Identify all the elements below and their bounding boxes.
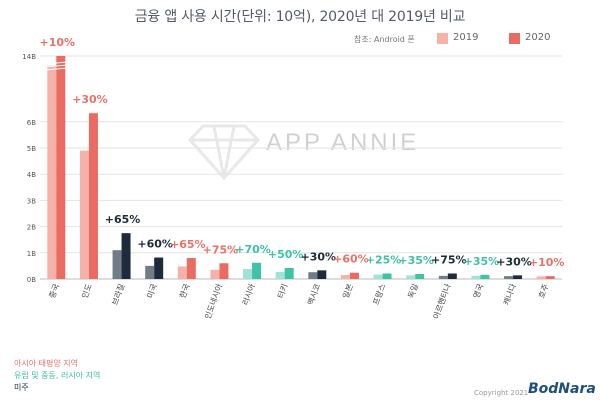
bar-2019 bbox=[373, 274, 383, 279]
growth-label: +75% bbox=[203, 243, 239, 256]
growth-label: +10% bbox=[529, 256, 565, 269]
y-tick-label: 0B bbox=[27, 276, 36, 284]
x-tick-label: 한국 bbox=[178, 283, 191, 300]
x-tick-label: 호주 bbox=[537, 283, 550, 300]
region-note-emea: 유럽 및 중동, 러시아 지역 bbox=[14, 371, 101, 380]
y-tick-label: 3B bbox=[27, 197, 36, 205]
growth-label: +65% bbox=[170, 238, 206, 251]
growth-label: +30% bbox=[301, 250, 337, 263]
diamond-icon bbox=[187, 124, 261, 181]
legend-label-2019: 2019 bbox=[453, 32, 479, 43]
x-tick-label: 인도 bbox=[79, 282, 93, 299]
bar-2020 bbox=[415, 274, 425, 279]
legend-swatch-2020 bbox=[509, 33, 520, 44]
bar-2020 bbox=[88, 113, 98, 279]
watermark-logo bbox=[187, 124, 261, 181]
x-tick-label: 러시아 bbox=[240, 282, 257, 307]
bar-2019 bbox=[79, 150, 89, 279]
bar-2020 bbox=[382, 273, 392, 279]
x-tick-label: 프랑스 bbox=[370, 282, 387, 306]
legend-swatch-2019 bbox=[437, 33, 448, 44]
x-tick-label: 영국 bbox=[471, 282, 485, 299]
growth-label: +10% bbox=[40, 36, 76, 49]
bar-2020 bbox=[447, 273, 457, 279]
bar-2020 bbox=[513, 275, 523, 279]
bar-2020 bbox=[219, 263, 229, 279]
bar-2020 bbox=[154, 257, 164, 279]
bar-2020 bbox=[56, 56, 66, 279]
x-tick-label: 캐나다 bbox=[502, 282, 518, 306]
x-tick-label: 인도네시아 bbox=[202, 282, 224, 321]
growth-label: +50% bbox=[268, 248, 304, 261]
y-tick-label: 2B bbox=[27, 224, 36, 232]
bar-2019 bbox=[340, 275, 350, 279]
growth-label: +30% bbox=[72, 93, 108, 106]
chart-title: 금융 앱 사용 시간(단위: 10억), 2020년 대 2019년 비교 bbox=[134, 9, 466, 25]
x-tick-label: 중국 bbox=[48, 283, 61, 300]
y-tick-label: 4B bbox=[27, 171, 36, 179]
growth-label: +65% bbox=[105, 213, 141, 226]
x-tick-label: 독일 bbox=[407, 283, 420, 300]
watermark-text: APP ANNIE bbox=[266, 129, 419, 156]
bar-2020 bbox=[186, 258, 196, 279]
region-note-americas: 미주 bbox=[14, 383, 29, 392]
region-note-apac: 아시아 태평양 지역 bbox=[14, 359, 78, 368]
growth-label: +35% bbox=[464, 255, 500, 268]
bar-2019 bbox=[47, 65, 57, 280]
growth-label: +35% bbox=[398, 254, 434, 267]
growth-label: +70% bbox=[235, 243, 271, 256]
bar-2019 bbox=[145, 265, 155, 279]
growth-label: +25% bbox=[366, 253, 402, 266]
bar-2019 bbox=[504, 276, 514, 279]
x-tick-label: 미국 bbox=[146, 283, 159, 300]
growth-label: +60% bbox=[137, 238, 173, 251]
x-tick-label: 일본 bbox=[341, 283, 354, 300]
axis-break-mark bbox=[45, 67, 68, 71]
bar-2019 bbox=[536, 276, 546, 279]
bar-2019 bbox=[308, 272, 318, 279]
bar-2020 bbox=[284, 267, 294, 279]
bar-2019 bbox=[438, 275, 448, 279]
source-note: 참조: Android 폰 bbox=[354, 35, 415, 44]
bar-2020 bbox=[121, 233, 131, 279]
brand-logo: BodNara bbox=[528, 381, 596, 397]
bar-2019 bbox=[471, 275, 481, 279]
growth-label: +30% bbox=[496, 255, 532, 268]
bar-2020 bbox=[480, 274, 490, 279]
bar-2019 bbox=[275, 271, 285, 279]
x-tick-label: 브라질 bbox=[110, 283, 126, 307]
growth-label: +60% bbox=[333, 253, 369, 266]
growth-label: +75% bbox=[431, 253, 467, 266]
bar-2020 bbox=[252, 262, 262, 279]
bar-2019 bbox=[243, 269, 253, 279]
x-tick-label: 아르헨티나 bbox=[431, 282, 453, 321]
y-tick-label: 14B bbox=[22, 53, 36, 61]
copyright-text: Copyright 2021 bbox=[474, 389, 529, 397]
y-tick-label: 1B bbox=[27, 250, 36, 258]
bar-2020 bbox=[349, 272, 359, 279]
bar-2019 bbox=[177, 266, 187, 279]
axis-break-mark bbox=[45, 64, 68, 68]
legend-label-2020: 2020 bbox=[525, 32, 551, 43]
x-tick-label: 멕시코 bbox=[305, 282, 322, 306]
bar-2019 bbox=[406, 275, 416, 279]
axis-break-mark bbox=[45, 61, 68, 65]
bar-2020 bbox=[545, 276, 555, 279]
bar-2019 bbox=[112, 250, 122, 279]
bar-2020 bbox=[317, 270, 327, 279]
y-tick-label: 5B bbox=[27, 145, 36, 153]
bar-2019 bbox=[210, 269, 220, 279]
y-tick-label: 6B bbox=[27, 119, 36, 127]
x-tick-label: 터키 bbox=[276, 283, 289, 300]
